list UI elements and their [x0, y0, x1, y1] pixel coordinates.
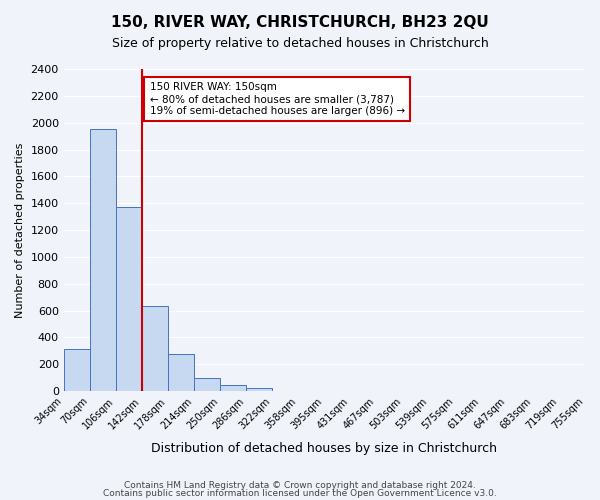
Bar: [116, 207, 142, 391]
Y-axis label: Number of detached properties: Number of detached properties: [15, 142, 25, 318]
Text: Size of property relative to detached houses in Christchurch: Size of property relative to detached ho…: [112, 38, 488, 51]
Bar: [220, 385, 246, 391]
Text: 150, RIVER WAY, CHRISTCHURCH, BH23 2QU: 150, RIVER WAY, CHRISTCHURCH, BH23 2QU: [111, 15, 489, 30]
Text: Contains public sector information licensed under the Open Government Licence v3: Contains public sector information licen…: [103, 488, 497, 498]
X-axis label: Distribution of detached houses by size in Christchurch: Distribution of detached houses by size …: [151, 442, 497, 455]
Bar: [90, 130, 116, 391]
Text: Contains HM Land Registry data © Crown copyright and database right 2024.: Contains HM Land Registry data © Crown c…: [124, 481, 476, 490]
Text: 150 RIVER WAY: 150sqm
← 80% of detached houses are smaller (3,787)
19% of semi-d: 150 RIVER WAY: 150sqm ← 80% of detached …: [149, 82, 405, 116]
Bar: [64, 349, 90, 391]
Bar: [142, 306, 168, 391]
Bar: [194, 378, 220, 391]
Bar: [168, 354, 194, 391]
Bar: [246, 388, 272, 391]
